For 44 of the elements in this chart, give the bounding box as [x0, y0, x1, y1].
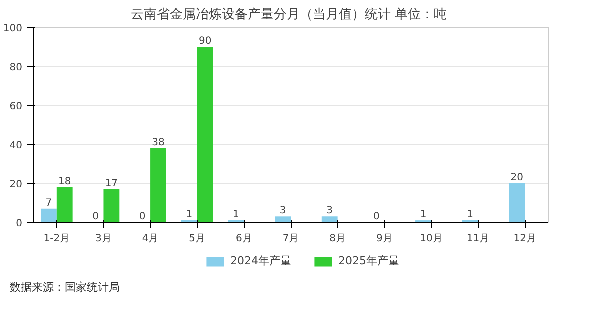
data-label: 38: [152, 137, 165, 148]
bar: [509, 184, 526, 222]
data-label: 20: [510, 172, 524, 184]
x-tick-label: 1-2月: [44, 234, 70, 244]
bar: [275, 216, 291, 222]
legend-label: 2024年产量: [230, 254, 292, 268]
bar: [40, 208, 57, 222]
data-label: 17: [105, 178, 118, 190]
data-label: 1: [420, 210, 427, 221]
data-label: 1: [233, 210, 240, 221]
y-tick-label: 80: [10, 62, 23, 74]
chart-title: 云南省金属冶炼设备产量分月（当月值）统计 单位：吨: [130, 8, 448, 22]
data-label: 90: [198, 36, 212, 47]
data-label: 7: [46, 198, 52, 209]
data-label: 0: [373, 212, 380, 222]
x-tick-label: 8月: [330, 234, 346, 244]
bar: [56, 187, 73, 222]
x-tick-label: 5月: [189, 234, 206, 244]
data-label: 0: [92, 212, 99, 222]
y-tick-label: 60: [10, 102, 23, 112]
x-tick-label: 11月: [466, 234, 490, 244]
data-label: 0: [139, 212, 146, 222]
y-tick-label: 20: [10, 180, 23, 190]
x-tick-label: 10月: [420, 234, 443, 244]
data-label: 18: [58, 176, 72, 188]
x-tick-label: 9月: [376, 234, 393, 244]
x-tick-label: 6月: [236, 234, 252, 244]
bar: [104, 189, 120, 222]
bar: [322, 216, 338, 222]
bar: [150, 148, 166, 222]
data-label: 3: [326, 206, 334, 217]
y-tick-label: 40: [10, 140, 23, 152]
x-tick-label: 4月: [142, 234, 159, 244]
y-tick-label: 100: [3, 24, 23, 34]
source-note: 数据来源：国家统计局: [10, 280, 120, 296]
x-tick-label: 7月: [282, 234, 300, 244]
data-label: 3: [280, 206, 286, 217]
legend-label: 2025年产量: [338, 254, 400, 268]
data-label: 1: [186, 210, 193, 221]
bar: [197, 47, 214, 222]
y-tick-label: 0: [16, 218, 23, 230]
x-tick-label: 3月: [96, 234, 112, 244]
x-tick-label: 12月: [514, 234, 536, 244]
data-label: 1: [467, 210, 474, 221]
